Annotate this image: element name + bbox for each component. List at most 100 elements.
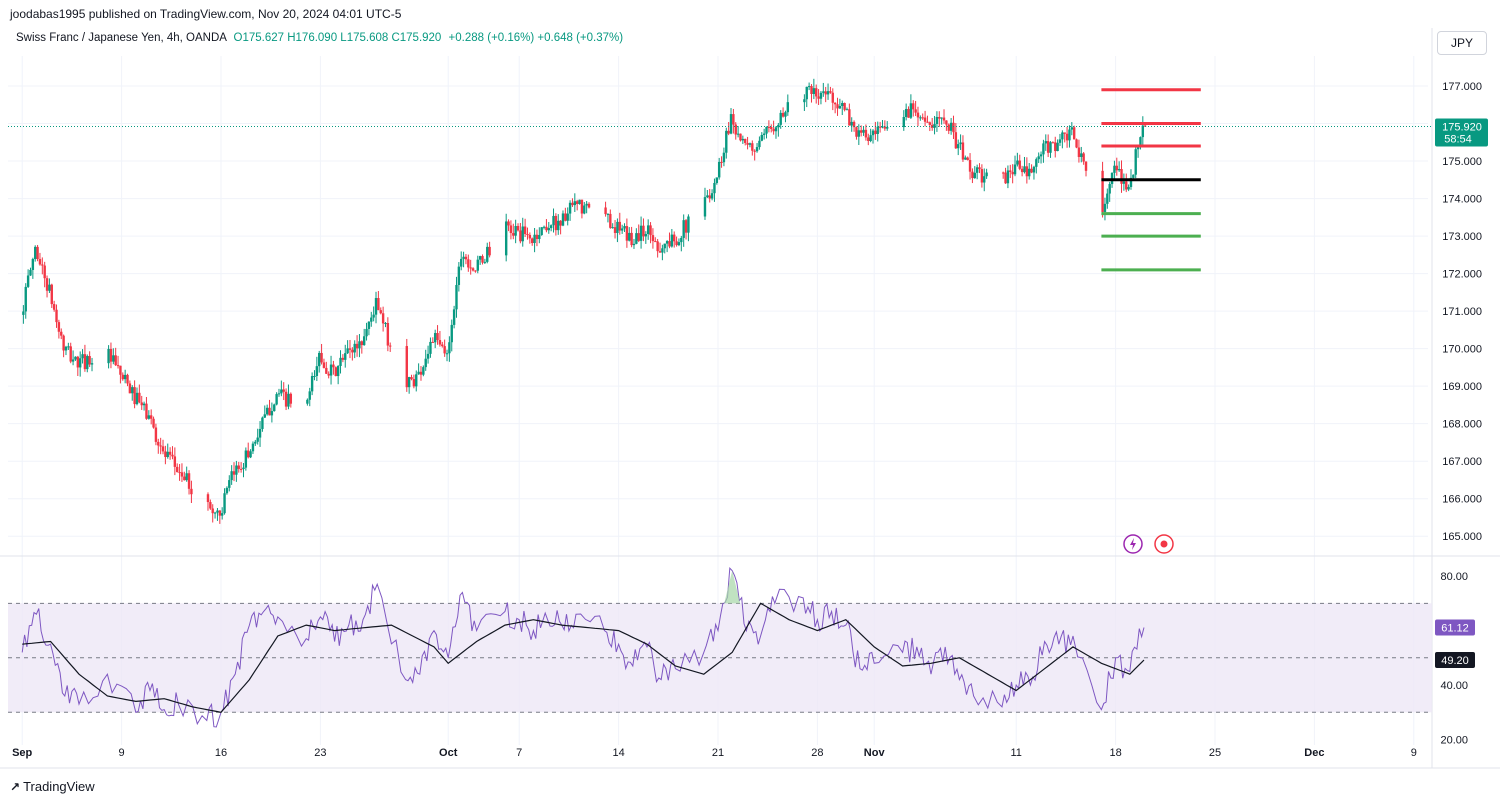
candle-body bbox=[753, 150, 756, 152]
candle-body bbox=[407, 377, 411, 388]
candle-body bbox=[975, 167, 979, 173]
candle-body bbox=[422, 367, 425, 375]
candle-body bbox=[206, 494, 210, 503]
candle-body bbox=[971, 171, 974, 179]
candle-body bbox=[519, 230, 522, 242]
candle-body bbox=[1106, 193, 1109, 204]
price-tick-label: 167.000 bbox=[1442, 456, 1482, 468]
candle-body bbox=[353, 343, 356, 353]
candle-body bbox=[48, 284, 51, 291]
candle-body bbox=[566, 213, 569, 221]
candle-body bbox=[50, 284, 53, 305]
candle-body bbox=[424, 358, 427, 368]
candle-body bbox=[1042, 143, 1045, 155]
candle-body bbox=[1139, 137, 1142, 148]
candle-body bbox=[549, 225, 553, 229]
candle-body bbox=[912, 103, 915, 110]
brand-name: TradingView bbox=[23, 779, 95, 794]
candle-body bbox=[176, 466, 179, 473]
candle-body bbox=[88, 356, 91, 365]
candle-body bbox=[429, 341, 432, 354]
rsi-tick-label: 20.00 bbox=[1440, 735, 1468, 747]
candle-body bbox=[263, 414, 266, 418]
last-price-value: 175.920 bbox=[1442, 122, 1482, 134]
candle-body bbox=[417, 371, 420, 375]
candle-body bbox=[762, 133, 766, 135]
candle-body bbox=[336, 365, 340, 377]
candle-body bbox=[734, 124, 737, 135]
candle-body bbox=[559, 220, 562, 226]
candle-body bbox=[209, 502, 212, 509]
publisher-line: joodabas1995 published on TradingView.co… bbox=[10, 7, 402, 21]
candle-body bbox=[138, 392, 141, 403]
price-tick-label: 177.000 bbox=[1442, 81, 1482, 93]
candle-body bbox=[486, 246, 489, 262]
candle-body bbox=[843, 103, 846, 110]
candle-body bbox=[173, 456, 177, 467]
symbol-name[interactable]: Swiss Franc / Japanese Yen, 4h, OANDA bbox=[16, 32, 227, 44]
candle-body bbox=[218, 510, 222, 516]
candle-body bbox=[419, 371, 423, 375]
candle-body bbox=[687, 216, 690, 233]
candle-body bbox=[450, 324, 453, 343]
candle-body bbox=[45, 278, 49, 291]
candle-body bbox=[758, 140, 761, 148]
candle-body bbox=[649, 225, 652, 236]
candle-body bbox=[289, 393, 293, 404]
candle-body bbox=[957, 144, 960, 149]
candle-body bbox=[1011, 171, 1014, 175]
price-tick-label: 169.000 bbox=[1442, 381, 1482, 393]
candle-body bbox=[684, 220, 688, 233]
candle-body bbox=[829, 91, 832, 93]
candle-body bbox=[344, 353, 347, 360]
candle-body bbox=[1125, 181, 1128, 190]
candle-body bbox=[812, 88, 816, 94]
footer-brand[interactable]: ↗ TradingView bbox=[10, 777, 95, 797]
candle-body bbox=[265, 407, 269, 415]
candle-body bbox=[1046, 141, 1050, 153]
candle-body bbox=[748, 143, 752, 145]
candle-body bbox=[509, 225, 513, 234]
candle-body bbox=[1039, 154, 1043, 157]
price-tick-label: 172.000 bbox=[1442, 269, 1482, 281]
candle-body bbox=[149, 415, 153, 419]
candle-body bbox=[287, 393, 290, 407]
candle-body bbox=[675, 241, 678, 246]
candle-body bbox=[528, 234, 532, 239]
candle-body bbox=[1009, 170, 1012, 172]
candle-body bbox=[1101, 170, 1104, 212]
candle-body bbox=[67, 346, 70, 348]
candle-body bbox=[923, 117, 927, 122]
candle-body bbox=[535, 234, 539, 240]
candle-body bbox=[107, 348, 110, 364]
candle-body bbox=[83, 354, 87, 370]
candle-body bbox=[810, 86, 813, 94]
candle-body bbox=[554, 215, 558, 231]
candle-body bbox=[474, 270, 477, 272]
price-tick-label: 175.000 bbox=[1442, 156, 1482, 168]
candle-body bbox=[1044, 141, 1047, 144]
candle-body bbox=[1063, 132, 1066, 134]
candle-body bbox=[213, 512, 217, 514]
last-price-badge bbox=[1435, 118, 1488, 147]
candle-body bbox=[744, 138, 747, 143]
candle-body bbox=[116, 365, 120, 367]
price-tick-label: 165.000 bbox=[1442, 531, 1482, 543]
rsi-value-badge bbox=[1435, 619, 1475, 636]
candle-body bbox=[1049, 142, 1052, 153]
candle-body bbox=[639, 225, 643, 241]
currency-button[interactable]: JPY bbox=[1437, 31, 1487, 55]
candle-body bbox=[781, 112, 785, 117]
candle-body bbox=[26, 275, 30, 287]
candle-body bbox=[1037, 156, 1040, 160]
candle-body bbox=[871, 130, 875, 136]
candle-body bbox=[168, 451, 172, 455]
candle-body bbox=[41, 264, 44, 266]
candle-body bbox=[365, 328, 368, 337]
candle-body bbox=[320, 352, 323, 363]
candle-body bbox=[327, 373, 330, 376]
candle-body bbox=[587, 203, 591, 208]
candle-body bbox=[1004, 172, 1007, 184]
candle-body bbox=[460, 258, 463, 267]
